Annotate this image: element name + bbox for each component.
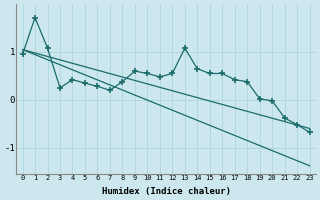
X-axis label: Humidex (Indice chaleur): Humidex (Indice chaleur)	[101, 187, 231, 196]
